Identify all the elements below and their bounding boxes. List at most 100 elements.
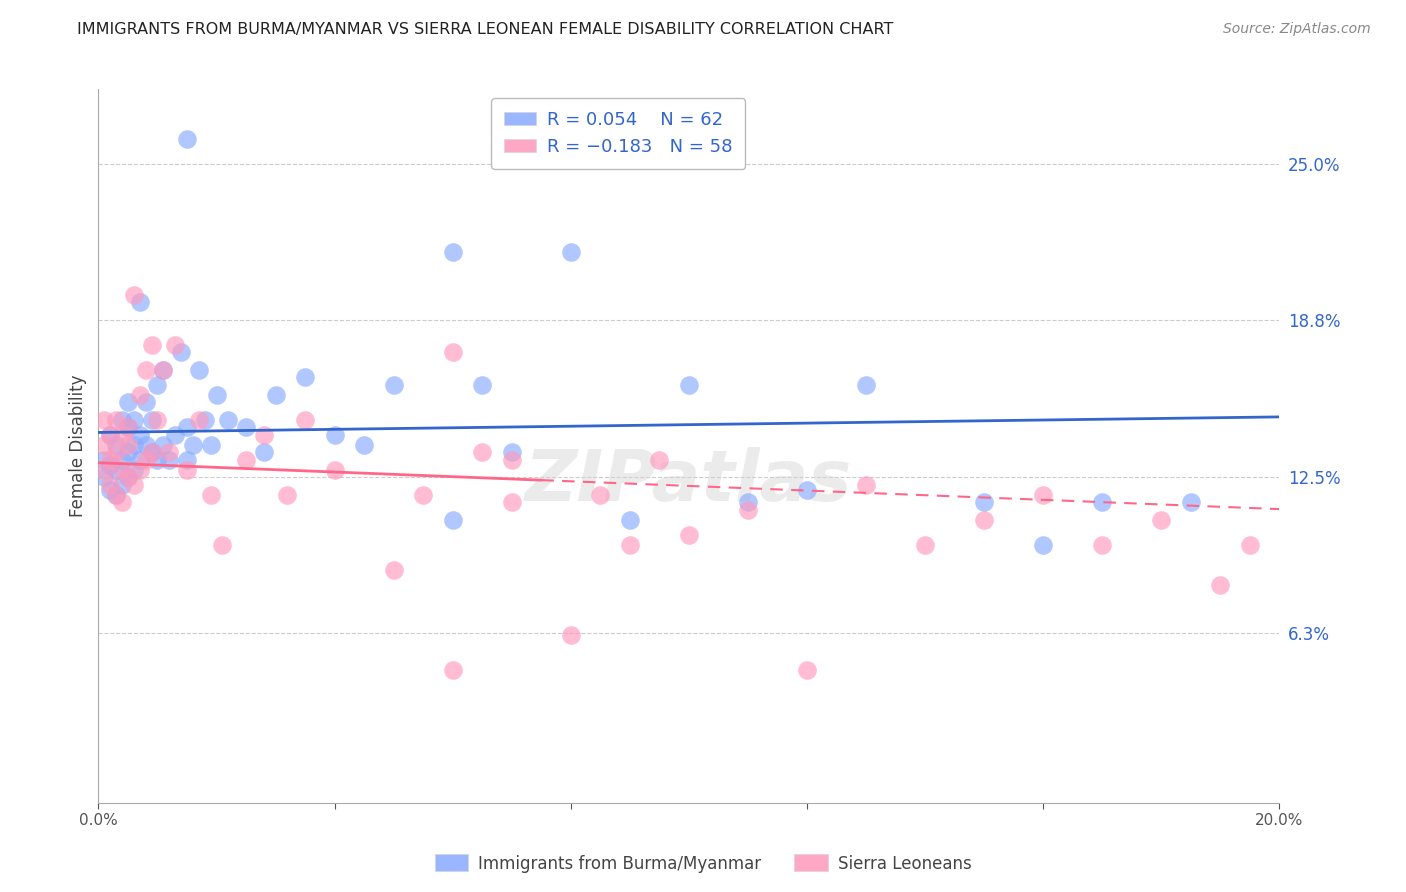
Text: Source: ZipAtlas.com: Source: ZipAtlas.com (1223, 22, 1371, 37)
Point (1209, 578, 1232, 592)
Point (176, 452, 198, 467)
Point (111, 478, 134, 492)
Point (187, 413, 209, 427)
Point (98, 458, 121, 472)
Point (264, 387, 287, 401)
Point (211, 538, 233, 552)
Point (98, 478, 121, 492)
Legend: R = 0.054    N = 62, R = −0.183   N = 58: R = 0.054 N = 62, R = −0.183 N = 58 (491, 98, 745, 169)
Point (98, 427, 121, 442)
Point (441, 244, 464, 259)
Point (146, 452, 169, 467)
Point (170, 345, 193, 359)
Point (589, 488, 612, 502)
Point (93, 452, 115, 467)
Point (796, 663, 818, 677)
Point (117, 420, 139, 434)
Point (619, 538, 641, 552)
Point (1032, 538, 1054, 552)
Point (135, 438, 157, 452)
Point (1091, 538, 1114, 552)
Point (157, 452, 180, 467)
Point (1091, 495, 1114, 509)
Point (117, 445, 139, 459)
Point (194, 413, 217, 427)
Point (855, 377, 877, 392)
Point (217, 413, 239, 427)
Point (105, 445, 128, 459)
Point (441, 345, 464, 359)
Point (200, 438, 222, 452)
Point (501, 445, 523, 459)
Point (146, 413, 169, 427)
Legend: Immigrants from Burma/Myanmar, Sierra Leoneans: Immigrants from Burma/Myanmar, Sierra Le… (427, 847, 979, 880)
Point (111, 463, 134, 477)
Point (471, 445, 494, 459)
Point (141, 413, 163, 427)
Point (117, 395, 139, 409)
Point (382, 563, 405, 577)
Point (93, 438, 115, 452)
Point (1239, 538, 1261, 552)
Point (141, 337, 163, 351)
Point (157, 445, 180, 459)
Point (105, 488, 128, 502)
Point (973, 513, 995, 527)
Point (1180, 495, 1202, 509)
Point (441, 513, 464, 527)
Point (152, 438, 174, 452)
Point (253, 445, 276, 459)
Point (117, 438, 139, 452)
Point (176, 132, 198, 146)
Point (128, 452, 150, 467)
Point (412, 488, 434, 502)
Point (560, 628, 582, 642)
Point (737, 503, 759, 517)
Point (111, 427, 134, 442)
Point (152, 362, 174, 376)
Point (105, 438, 128, 452)
Text: ZIPatlas: ZIPatlas (526, 447, 852, 516)
Point (501, 495, 523, 509)
Point (235, 420, 257, 434)
Point (323, 463, 346, 477)
Point (128, 295, 150, 310)
Point (678, 377, 700, 392)
Point (117, 470, 139, 484)
Y-axis label: Female Disability: Female Disability (69, 375, 87, 517)
Point (141, 445, 163, 459)
Point (176, 463, 198, 477)
Point (187, 362, 209, 376)
Point (135, 395, 157, 409)
Point (122, 463, 145, 477)
Point (128, 387, 150, 401)
Point (117, 470, 139, 484)
Point (176, 420, 198, 434)
Point (93, 413, 115, 427)
Point (141, 445, 163, 459)
Point (441, 663, 464, 677)
Point (235, 452, 257, 467)
Point (294, 413, 316, 427)
Point (135, 452, 157, 467)
Text: IMMIGRANTS FROM BURMA/MYANMAR VS SIERRA LEONEAN FEMALE DISABILITY CORRELATION CH: IMMIGRANTS FROM BURMA/MYANMAR VS SIERRA … (77, 22, 894, 37)
Point (382, 377, 405, 392)
Point (128, 463, 150, 477)
Point (276, 488, 298, 502)
Point (1032, 488, 1054, 502)
Point (294, 370, 316, 384)
Point (122, 413, 145, 427)
Point (128, 427, 150, 442)
Point (146, 377, 169, 392)
Point (501, 452, 523, 467)
Point (105, 488, 128, 502)
Point (253, 427, 276, 442)
Point (973, 495, 995, 509)
Point (111, 452, 134, 467)
Point (914, 538, 936, 552)
Point (93, 470, 115, 484)
Point (323, 427, 346, 442)
Point (98, 427, 121, 442)
Point (353, 438, 375, 452)
Point (560, 244, 582, 259)
